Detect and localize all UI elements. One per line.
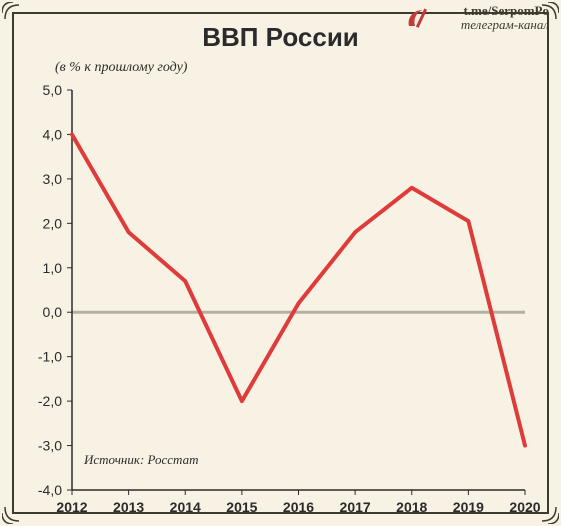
svg-text:2012: 2012 bbox=[56, 499, 87, 515]
svg-text:0,0: 0,0 bbox=[43, 304, 63, 320]
svg-text:2013: 2013 bbox=[113, 499, 144, 515]
svg-text:2,0: 2,0 bbox=[43, 215, 63, 231]
corner-tr-icon bbox=[537, 2, 559, 24]
chart-source: Источник: Росстат bbox=[84, 452, 198, 468]
svg-text:5,0: 5,0 bbox=[43, 82, 63, 98]
svg-text:2016: 2016 bbox=[283, 499, 314, 515]
svg-text:-2,0: -2,0 bbox=[38, 393, 62, 409]
corner-br-icon bbox=[537, 502, 559, 524]
corner-bl-icon bbox=[2, 502, 24, 524]
svg-text:-1,0: -1,0 bbox=[38, 349, 62, 365]
svg-text:2015: 2015 bbox=[226, 499, 257, 515]
svg-text:4,0: 4,0 bbox=[43, 126, 63, 142]
chart-frame: -4,0 -3,0 -2,0 -1,0 0,0 1,0 2,0 3,0 4,0 5,0 2012 20… bbox=[0, 0, 561, 526]
svg-text:2014: 2014 bbox=[170, 499, 201, 515]
svg-text:1,0: 1,0 bbox=[43, 260, 63, 276]
watermark-link: t.me/SerpomPo bbox=[461, 4, 549, 18]
chart-title: ВВП России bbox=[0, 22, 561, 53]
svg-text:-4,0: -4,0 bbox=[38, 482, 62, 498]
svg-text:2017: 2017 bbox=[340, 499, 371, 515]
svg-text:2018: 2018 bbox=[396, 499, 427, 515]
chart-svg: -4,0 -3,0 -2,0 -1,0 0,0 1,0 2,0 3,0 4,0 5,0 2012 20… bbox=[0, 0, 561, 526]
chart-subtitle: (в % к прошлому году) bbox=[55, 60, 187, 76]
corner-tl-icon bbox=[2, 2, 24, 24]
svg-text:2019: 2019 bbox=[453, 499, 484, 515]
svg-text:3,0: 3,0 bbox=[43, 171, 63, 187]
svg-text:-3,0: -3,0 bbox=[38, 438, 62, 454]
